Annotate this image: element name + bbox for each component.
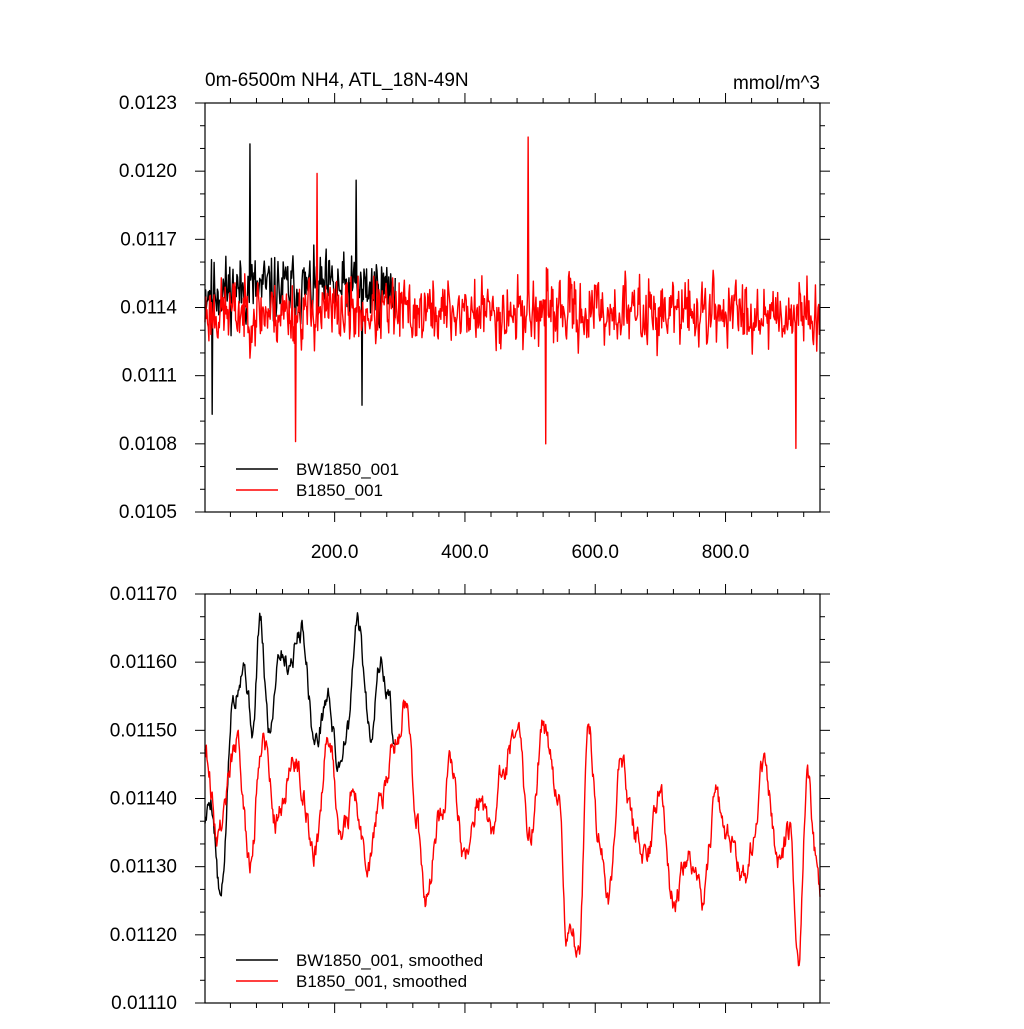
y-tick-label: 0.01150 xyxy=(110,720,177,741)
legend-label: B1850_001, smoothed xyxy=(296,972,467,991)
x-tick-label: 800.0 xyxy=(702,542,750,563)
chart-panel-1: 0.0105 0.0108 0.0111 0.0114 0.0117 0.0120 0.01… xyxy=(119,70,830,563)
y-tick-label: 0.0117 xyxy=(120,229,177,250)
y-tick-label: 0.01130 xyxy=(110,857,177,878)
y-tick-label: 0.0105 xyxy=(119,502,177,523)
plot-frame-2 xyxy=(204,593,821,1004)
x-tick-label: 400.0 xyxy=(441,542,489,563)
legend-label: B1850_001 xyxy=(296,481,383,500)
y-tick-label: 0.01120 xyxy=(110,925,177,946)
y-tick-label: 0.0123 xyxy=(119,93,177,114)
chart-units: mmol/m^3 xyxy=(733,73,820,94)
series-line-2-2 xyxy=(204,699,821,967)
series-line-1-1 xyxy=(204,143,396,415)
x-tick-label: 200.0 xyxy=(311,542,359,563)
legend-1: BW1850_001 B1850_001 xyxy=(236,460,399,500)
legend-label: BW1850_001, smoothed xyxy=(296,951,483,970)
y-tick-label: 0.01170 xyxy=(110,584,177,605)
legend-2: BW1850_001, smoothed B1850_001, smoothed xyxy=(236,951,483,991)
y-tick-label: 0.01140 xyxy=(110,789,177,810)
series-line-1-2 xyxy=(204,136,821,450)
legend-label: BW1850_001 xyxy=(296,460,399,479)
chart-title: 0m-6500m NH4, ATL_18N-49N xyxy=(205,70,469,91)
series-line-2-1 xyxy=(204,612,396,897)
y-tick-label: 0.01110 xyxy=(111,993,177,1014)
y-tick-label: 0.01160 xyxy=(110,652,177,673)
y-tick-label: 0.0108 xyxy=(119,434,177,455)
x-tick-label: 600.0 xyxy=(571,542,619,563)
y-tick-label: 0.0120 xyxy=(119,161,177,182)
chart-panel-2: 0.01110 0.01120 0.01130 0.01140 0.01150 0.011… xyxy=(110,584,830,1014)
y-tick-label: 0.0111 xyxy=(122,366,177,387)
y-tick-label: 0.0114 xyxy=(120,298,177,319)
